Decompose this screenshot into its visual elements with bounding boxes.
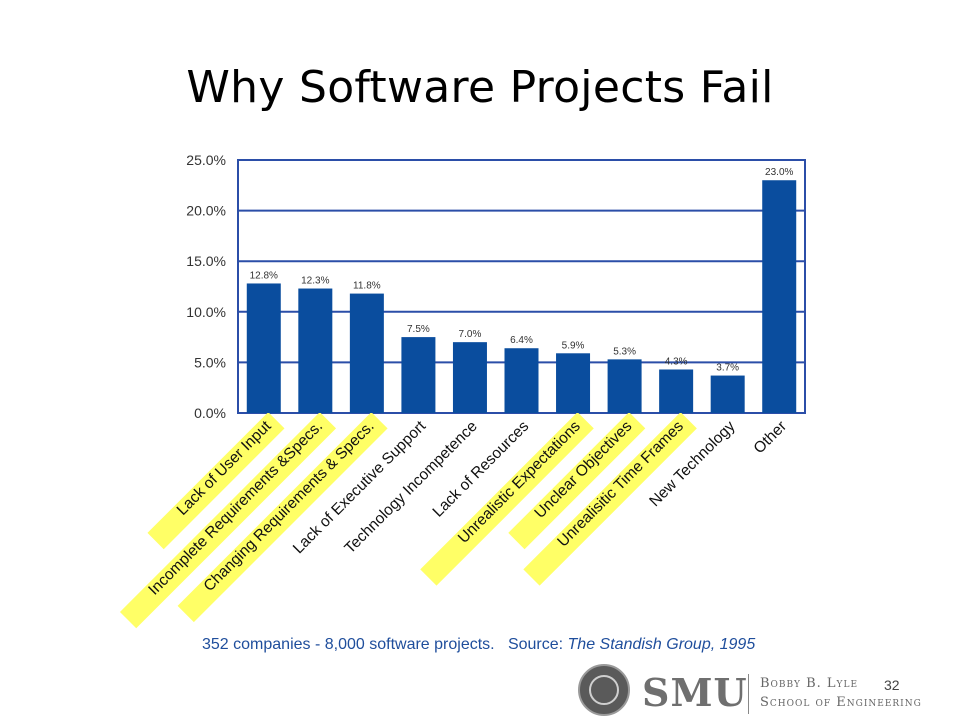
data-label: 4.3% (665, 356, 688, 367)
highlight-strip (119, 412, 337, 629)
smu-seal-icon (578, 664, 630, 716)
data-label: 23.0% (765, 167, 793, 178)
data-label: 5.9% (562, 340, 585, 351)
label-highlight (147, 412, 285, 550)
highlight-strip (147, 412, 285, 550)
bar (607, 359, 642, 413)
data-label: 7.0% (459, 329, 482, 340)
school-name-line2: School of Engineering (760, 695, 922, 710)
data-label: 5.3% (613, 346, 636, 357)
category-label: Lack of Resources (430, 418, 533, 521)
label-highlight (523, 412, 697, 586)
label-highlight (420, 412, 594, 586)
y-tick-label: 25.0% (186, 152, 226, 168)
y-tick-label: 0.0% (194, 405, 226, 421)
smu-wordmark: SMU (642, 670, 748, 715)
label-highlight (119, 412, 337, 629)
data-label: 6.4% (510, 335, 533, 346)
bar (556, 353, 591, 413)
bar (762, 180, 797, 413)
source-note: 352 companies - 8,000 software projects.… (202, 636, 755, 654)
bar (659, 369, 694, 413)
y-tick-label: 15.0% (186, 253, 226, 269)
label-highlight (177, 412, 388, 623)
data-label: 12.8% (250, 270, 278, 281)
y-tick-label: 20.0% (186, 203, 226, 219)
bar (298, 288, 333, 413)
source-prefix: 352 companies - 8,000 software projects.… (202, 636, 568, 653)
highlight-strip (508, 412, 646, 550)
logo-divider (748, 674, 749, 714)
y-tick-label: 5.0% (194, 354, 226, 370)
y-tick-label: 10.0% (186, 304, 226, 320)
highlight-strip (177, 412, 388, 623)
source-name: The Standish Group, 1995 (567, 636, 756, 653)
label-highlight (508, 412, 646, 550)
highlight-strip (420, 412, 594, 586)
data-label: 12.3% (301, 276, 329, 287)
slide-title: Why Software Projects Fail (186, 62, 774, 113)
bar (246, 283, 281, 413)
bar (452, 342, 487, 413)
bar (710, 375, 745, 413)
data-label: 11.8% (353, 281, 381, 292)
data-label: 3.7% (716, 363, 739, 374)
school-name-line1: Bobby B. Lyle (760, 676, 859, 691)
highlight-strip (523, 412, 697, 586)
bar (504, 348, 539, 413)
bar (401, 337, 436, 413)
category-label: Other (751, 418, 790, 457)
smu-logo: SMU Bobby B. Lyle School of Engineering (578, 662, 958, 720)
page-number: 32 (884, 677, 900, 693)
bar (349, 293, 384, 413)
data-label: 7.5% (407, 324, 430, 335)
